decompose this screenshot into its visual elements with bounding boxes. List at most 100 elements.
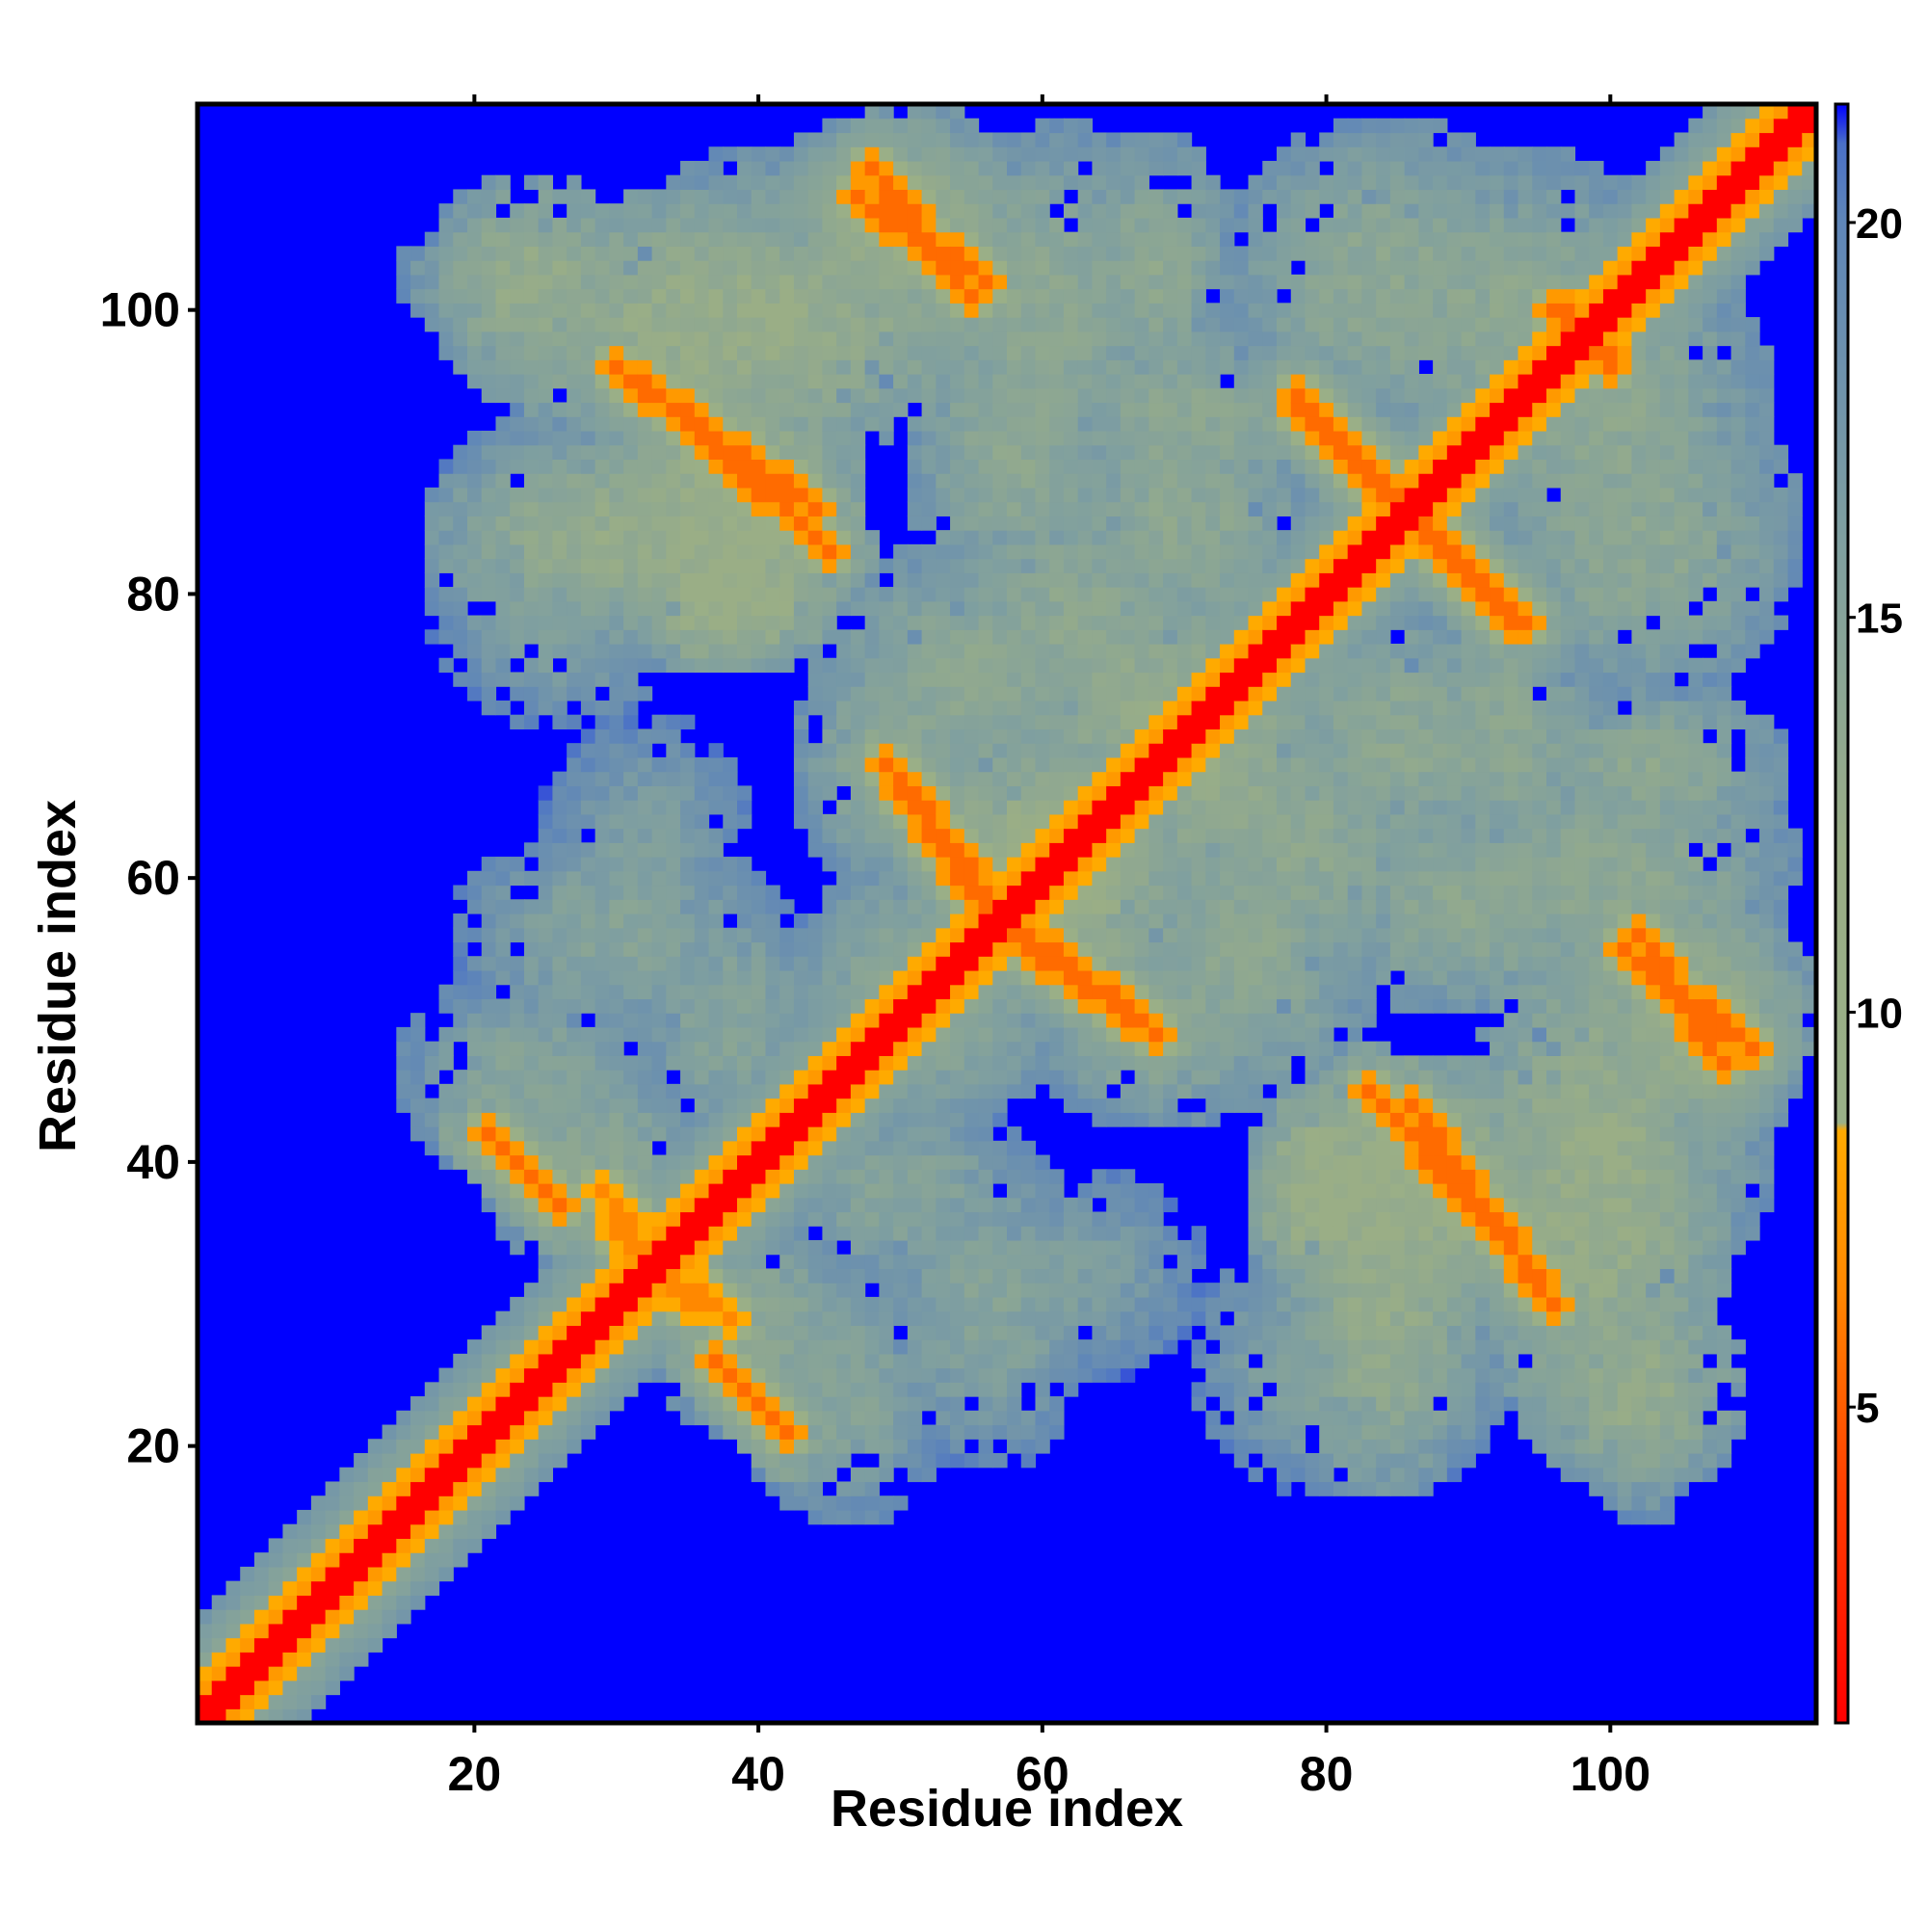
heatmap-cell [510, 317, 525, 332]
heatmap-cell [495, 1495, 511, 1511]
heatmap-cell [580, 501, 596, 516]
heatmap-cell [453, 530, 468, 545]
heatmap-cell [1077, 1070, 1094, 1085]
heatmap-cell [623, 231, 639, 247]
heatmap-cell [907, 813, 923, 830]
heatmap-cell [723, 558, 738, 573]
heatmap-cell [1049, 1183, 1065, 1199]
heatmap-cell [523, 913, 540, 929]
heatmap-cell [1233, 1367, 1250, 1383]
heatmap-cell [680, 1410, 696, 1426]
heatmap-cell [992, 374, 1008, 389]
heatmap-cell [879, 1055, 894, 1071]
heatmap-cell [1191, 558, 1206, 573]
heatmap-cell [623, 1055, 639, 1071]
heatmap-cell [1049, 969, 1065, 986]
heatmap-cell [807, 1154, 824, 1170]
heatmap-cell [382, 1552, 397, 1568]
heatmap-cell [1205, 998, 1221, 1014]
heatmap-cell [950, 558, 965, 573]
heatmap-cell [1120, 359, 1136, 375]
heatmap-cell [268, 1708, 284, 1724]
heatmap-cell [1106, 1041, 1122, 1056]
heatmap-cell [879, 1509, 894, 1525]
heatmap-cell [978, 1310, 993, 1326]
heatmap-cell [751, 444, 767, 461]
heatmap-cell [879, 686, 894, 701]
heatmap-cell [907, 1325, 923, 1340]
heatmap-cell [253, 1580, 270, 1596]
heatmap-cell [1007, 1310, 1022, 1326]
heatmap-cell [623, 1183, 639, 1199]
heatmap-cell [538, 543, 554, 560]
heatmap-cell [567, 587, 582, 602]
heatmap-cell [694, 1325, 710, 1340]
heatmap-cell [737, 1154, 752, 1170]
heatmap-cell [382, 1439, 397, 1454]
heatmap-cell [1063, 160, 1079, 176]
heatmap-cell [723, 1041, 738, 1056]
heatmap-cell [765, 984, 780, 1000]
heatmap-cell [950, 927, 965, 943]
heatmap-cell [354, 1552, 369, 1568]
heatmap-cell [666, 998, 681, 1014]
heatmap-cell [1163, 459, 1178, 474]
heatmap-cell [1163, 1041, 1178, 1056]
heatmap-cell [879, 771, 894, 786]
heatmap-cell [864, 1197, 880, 1213]
heatmap-cell [950, 629, 965, 645]
heatmap-cell [538, 317, 554, 332]
heatmap-cell [992, 913, 1008, 929]
heatmap-cell [1148, 1013, 1164, 1028]
heatmap-cell [936, 1283, 951, 1298]
heatmap-cell [978, 160, 993, 176]
heatmap-cell [723, 1410, 738, 1426]
heatmap-cell [495, 317, 511, 332]
heatmap-cell [964, 473, 980, 489]
heatmap-cell [936, 1026, 951, 1043]
heatmap-cell [864, 728, 880, 744]
heatmap-cell [1020, 927, 1037, 943]
heatmap-cell [992, 1226, 1008, 1241]
heatmap-cell [1163, 288, 1178, 304]
heatmap-cell [964, 857, 980, 872]
heatmap-cell [609, 246, 624, 261]
heatmap-cell [1049, 1339, 1065, 1355]
heatmap-cell [523, 984, 540, 1000]
heatmap-cell [552, 1424, 568, 1440]
heatmap-cell [893, 1226, 909, 1241]
heatmap-cell [708, 543, 724, 560]
heatmap-cell [737, 1268, 752, 1284]
heatmap-cell [325, 1495, 340, 1511]
heatmap-cell [1049, 459, 1065, 474]
heatmap-cell [1007, 203, 1022, 219]
heatmap-cell [680, 1268, 696, 1284]
heatmap-cell [651, 842, 667, 858]
heatmap-cell [1007, 374, 1022, 389]
heatmap-cell [1220, 231, 1235, 247]
heatmap-cell [978, 927, 993, 943]
heatmap-cell [538, 615, 554, 630]
heatmap-cell [737, 1183, 752, 1199]
heatmap-cell [1092, 1254, 1107, 1270]
heatmap-cell [793, 473, 809, 489]
heatmap-cell [594, 1112, 610, 1127]
heatmap-cell [1077, 303, 1094, 318]
heatmap-cell [594, 516, 610, 531]
heatmap-cell [198, 1652, 213, 1667]
heatmap-cell [651, 728, 667, 744]
heatmap-cell [1049, 956, 1065, 971]
heatmap-cell [978, 615, 993, 630]
heatmap-cell [253, 1666, 270, 1681]
heatmap-cell [580, 543, 596, 560]
heatmap-cell [1106, 1026, 1122, 1043]
heatmap-cell [594, 672, 610, 687]
heatmap-cell [822, 501, 837, 516]
heatmap-cell [723, 1026, 738, 1043]
heatmap-cell [481, 885, 497, 900]
heatmap-cell [1020, 587, 1037, 602]
heatmap-cell [765, 430, 780, 446]
heatmap-cell [567, 558, 582, 573]
heatmap-cell [822, 1453, 837, 1469]
heatmap-cell [765, 1013, 780, 1028]
